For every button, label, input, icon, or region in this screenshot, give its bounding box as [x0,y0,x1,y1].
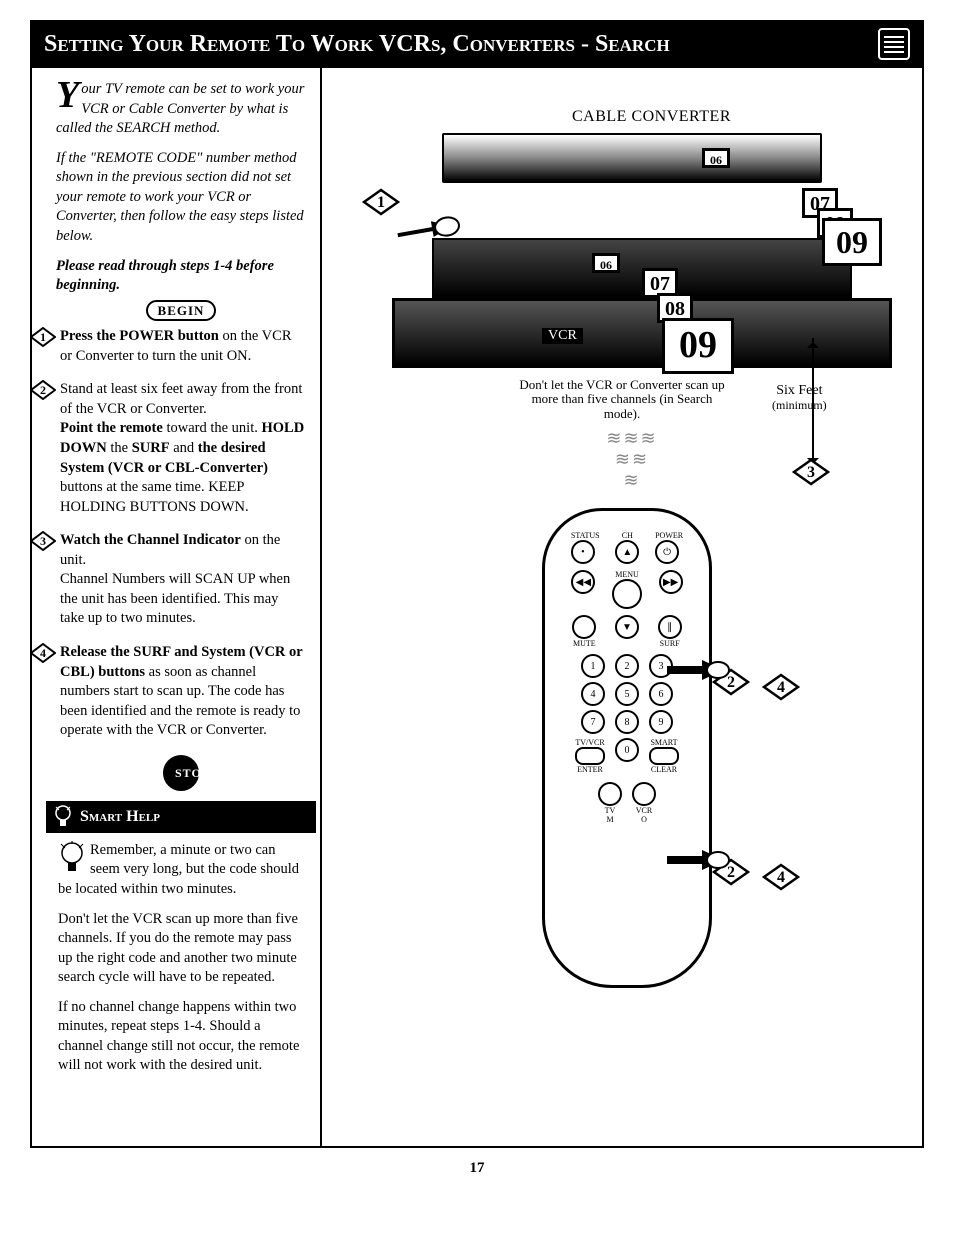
lightbulb-icon [58,841,86,873]
svg-text:4: 4 [777,869,785,886]
smart-help-title: Smart Help [80,806,160,828]
smart-help-header: Smart Help [46,801,316,833]
lightbulb-icon [54,805,72,829]
cable-device [442,133,822,183]
vcr-button-icon [632,782,656,806]
channel-badge: 09 [822,218,882,266]
intro-paragraph-2: If the "REMOTE CODE" number method shown… [56,149,306,247]
vcr-device-2 [392,298,892,368]
six-feet-label: Six Feet (minimum) [772,383,827,414]
step-1: 1 Press the POWER button on the VCR or C… [56,327,306,366]
tvvcr-button-icon [575,747,605,765]
ch-up-button-icon: ▲ [615,540,639,564]
dropcap: Y [56,80,81,110]
stop-badge: STOP [163,755,199,791]
step-marker-2: 2 [30,380,56,400]
instructions-column: Your TV remote can be set to work your V… [32,68,322,1146]
smart-button-icon [649,747,679,765]
page-number: 17 [30,1160,924,1177]
diagram-column: CABLE CONVERTER VCR 06 07 08 09 06 07 08… [322,68,922,1146]
svg-text:4: 4 [40,646,46,660]
pointing-hand-icon [662,648,732,688]
step-marker-4: 4 [30,643,56,663]
step-marker-1: 1 [30,327,56,347]
svg-text:2: 2 [40,383,46,397]
smart-help-body: Remember, a minute or two can seem very … [56,841,306,1076]
svg-text:3: 3 [40,534,46,548]
svg-text:4: 4 [777,679,785,696]
tv-button-icon [598,782,622,806]
page-header: Setting Your Remote To Work VCRs, Conver… [30,20,924,68]
vol-up-button-icon: ▶▶ [659,570,683,594]
svg-text:3: 3 [807,464,815,481]
mute-button-icon [572,615,596,639]
channel-badge: 06 [592,253,620,273]
header-title: Setting Your Remote To Work VCRs, Conver… [44,31,670,58]
cable-converter-label: CABLE CONVERTER [572,108,731,126]
surf-button-icon: ∥ [658,615,682,639]
diagram-marker-1: 1 [362,188,400,216]
diagram-marker-4: 4 [762,673,800,701]
remote-illustration: STATUS• CH▲ POWER⏻ ◀◀ MENU ▶▶ MUTE ▼ ∥SU… [542,508,712,988]
scan-warning: Don't let the VCR or Converter scan up m… [512,378,732,421]
please-read: Please read through steps 1-4 before beg… [56,257,306,296]
step-3: 3 Watch the Channel Indicator on the uni… [56,531,306,629]
intro-paragraph: Your TV remote can be set to work your V… [56,80,306,139]
pointing-hand-icon [662,838,732,878]
step-marker-3: 3 [30,531,56,551]
svg-text:1: 1 [377,194,385,211]
ch-down-button-icon: ▼ [615,615,639,639]
illustration: CABLE CONVERTER VCR 06 07 08 09 06 07 08… [332,78,912,1098]
status-button-icon: • [571,540,595,564]
step-4: 4 Release the SURF and System (VCR or CB… [56,643,306,741]
content-frame: Your TV remote can be set to work your V… [30,68,924,1148]
menu-button-icon [612,579,642,609]
diagram-marker-3: 3 [792,458,830,486]
vol-down-button-icon: ◀◀ [571,570,595,594]
signal-waves: ≋≋≋≋≋≋ [572,428,692,491]
vcr-label: VCR [542,328,583,344]
channel-badge: 06 [702,148,730,168]
step-2: 2 Stand at least six feet away from the … [56,380,306,517]
remote-icon [878,28,910,60]
power-button-icon: ⏻ [655,540,679,564]
svg-text:1: 1 [40,330,46,344]
diagram-marker-4: 4 [762,863,800,891]
begin-badge: BEGIN [146,300,217,322]
channel-badge: 09 [662,318,734,374]
